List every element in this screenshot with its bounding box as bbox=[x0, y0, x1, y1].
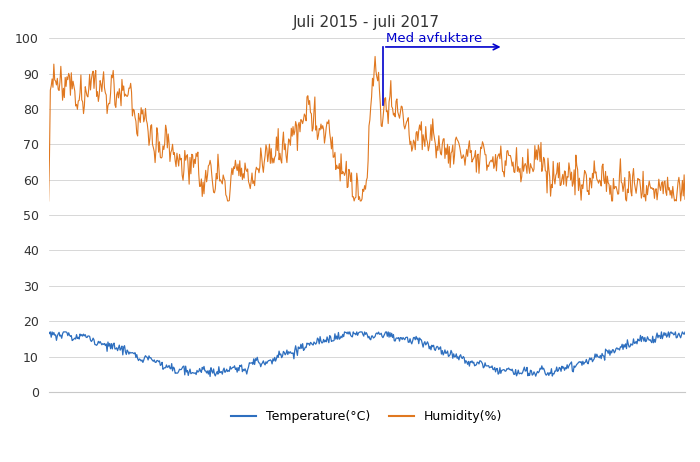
Title: Juli 2015 - juli 2017: Juli 2015 - juli 2017 bbox=[293, 15, 440, 30]
Text: Med avfuktare: Med avfuktare bbox=[386, 32, 483, 45]
Legend: Temperature(°C), Humidity(%): Temperature(°C), Humidity(%) bbox=[226, 405, 508, 428]
